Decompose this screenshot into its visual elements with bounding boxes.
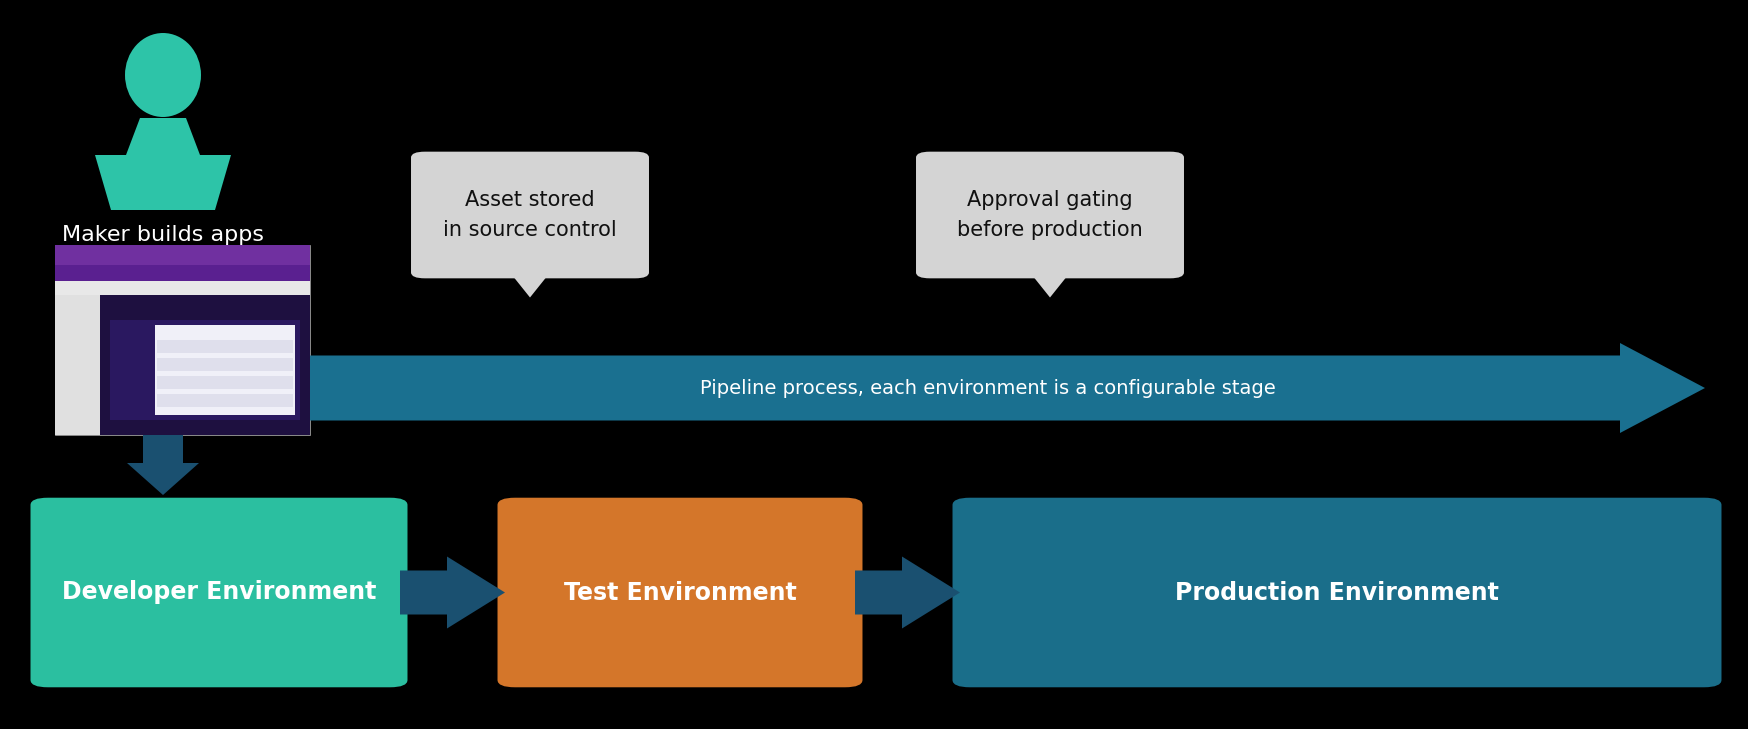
FancyBboxPatch shape [496,498,862,687]
FancyBboxPatch shape [411,152,649,278]
Polygon shape [304,343,1704,433]
Polygon shape [855,556,960,628]
FancyBboxPatch shape [157,358,294,371]
Text: Developer Environment: Developer Environment [61,580,376,604]
Polygon shape [126,118,199,155]
Polygon shape [1030,273,1070,297]
Polygon shape [128,435,199,495]
Polygon shape [94,155,231,210]
FancyBboxPatch shape [54,295,100,435]
FancyBboxPatch shape [916,152,1183,278]
FancyBboxPatch shape [54,245,309,435]
FancyBboxPatch shape [157,376,294,389]
Ellipse shape [124,33,201,117]
FancyBboxPatch shape [157,340,294,353]
FancyBboxPatch shape [54,265,309,281]
FancyBboxPatch shape [156,325,295,415]
FancyBboxPatch shape [100,295,309,435]
Text: Approval gating
before production: Approval gating before production [956,190,1141,240]
FancyBboxPatch shape [54,245,309,265]
FancyBboxPatch shape [953,498,1720,687]
FancyBboxPatch shape [54,281,309,295]
Polygon shape [510,273,549,297]
FancyBboxPatch shape [157,394,294,407]
Polygon shape [400,556,505,628]
Text: Asset stored
in source control: Asset stored in source control [442,190,617,240]
Text: Test Environment: Test Environment [563,580,795,604]
Text: Maker builds apps: Maker builds apps [61,225,264,245]
FancyBboxPatch shape [30,498,407,687]
FancyBboxPatch shape [110,320,301,420]
Text: Production Environment: Production Environment [1175,580,1498,604]
Text: Pipeline process, each environment is a configurable stage: Pipeline process, each environment is a … [699,378,1274,397]
